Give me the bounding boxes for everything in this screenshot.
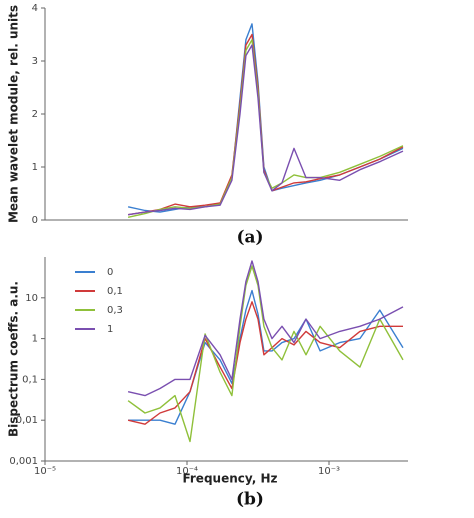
y-tick-label: 1 [32, 162, 38, 173]
y-tick-label: 0,1 [22, 374, 38, 385]
series-line [128, 289, 404, 425]
y-tick-label: 0,01 [16, 415, 38, 426]
y-tick-label: 10 [25, 293, 38, 304]
y-tick-label: 3 [32, 56, 38, 67]
y-tick-label: 0,001 [9, 456, 38, 467]
y-tick-label: 1 [32, 334, 38, 345]
legend-label: 0,1 [107, 286, 123, 297]
x-tick-label: 10⁻⁵ [34, 466, 56, 477]
legend-label: 1 [107, 324, 113, 335]
series-line [127, 23, 404, 213]
legend-label: 0,3 [107, 305, 123, 316]
x-tick-label: 10⁻³ [318, 466, 340, 477]
series-line [127, 260, 404, 397]
series-line [127, 39, 404, 218]
caption: (b) [236, 490, 264, 510]
y-tick-label: 4 [32, 3, 38, 14]
x-axis-label: Frequency, Hz [182, 472, 277, 486]
legend-label: 0 [107, 267, 113, 278]
y-axis-label: Mean wavelet module, rel. units [7, 5, 21, 223]
y-tick-label: 0 [32, 215, 38, 226]
caption: (a) [236, 228, 263, 248]
y-tick-label: 2 [32, 109, 38, 120]
x-tick-label: 10⁻⁴ [176, 466, 198, 477]
series-line [127, 301, 403, 425]
y-axis-label: Bispectrum coeffs. a.u. [7, 281, 21, 437]
series-line [127, 33, 404, 216]
series-line [127, 44, 404, 216]
series-line [127, 265, 404, 443]
